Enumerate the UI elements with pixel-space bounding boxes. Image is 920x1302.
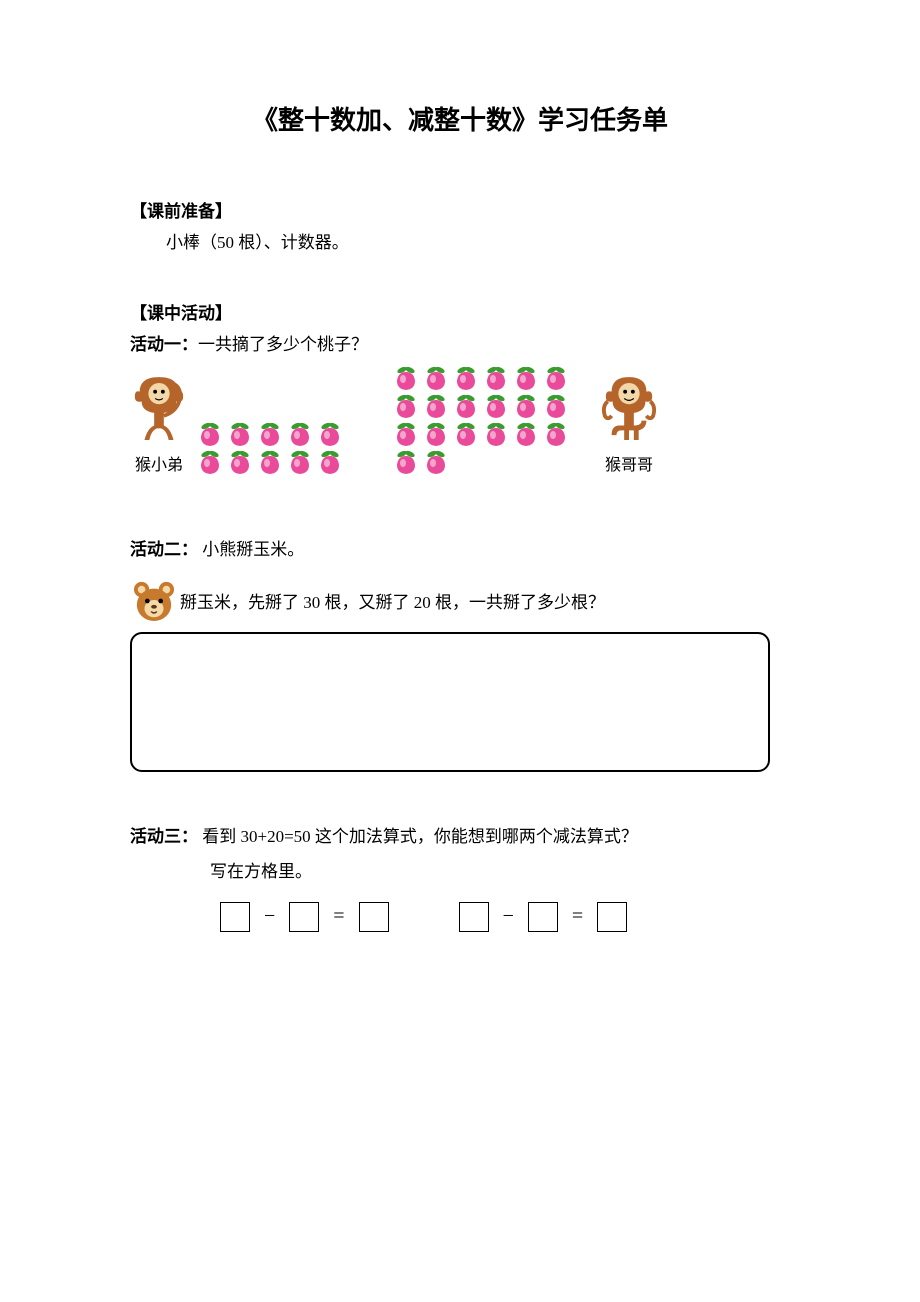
peach-icon [542, 393, 570, 419]
peach-icon [422, 449, 450, 475]
peach-icon [542, 421, 570, 447]
activity2-label: 活动二： [130, 540, 198, 559]
bear-icon [130, 580, 178, 622]
activity1-scene: 猴小弟 猴哥哥 [130, 365, 790, 475]
peach-icon [452, 421, 480, 447]
peach-icon [422, 393, 450, 419]
activity2-title: 小熊掰玉米。 [198, 540, 304, 559]
equation2-box1[interactable] [459, 902, 489, 932]
peach-icon [482, 421, 510, 447]
activity2-answer-box[interactable] [130, 632, 770, 772]
peach-icon [196, 449, 224, 475]
equation2-box2[interactable] [528, 902, 558, 932]
left-monkey-block: 猴小弟 [130, 371, 188, 475]
peach-group-right [392, 365, 592, 475]
prep-header: 【课前准备】 [130, 197, 790, 222]
peach-icon [512, 421, 540, 447]
activity3-question: 看到 30+20=50 这个加法算式，你能想到哪两个减法算式？ [198, 827, 638, 846]
peach-icon [256, 421, 284, 447]
equation2-box3[interactable] [597, 902, 627, 932]
peach-icon [422, 365, 450, 391]
monkey-right-icon [600, 371, 658, 451]
peach-icon [392, 449, 420, 475]
activity3-line2: 写在方格里。 [210, 857, 790, 882]
peach-icon [256, 449, 284, 475]
peach-icon [512, 365, 540, 391]
prep-text: 小棒（50 根）、计数器。 [166, 228, 790, 259]
activity2-sentence-line: 掰玉米，先掰了 30 根，又掰了 20 根，一共掰了多少根？ [130, 580, 790, 622]
peach-icon [392, 393, 420, 419]
activity2-line: 活动二： 小熊掰玉米。 [130, 535, 790, 560]
equals-sign-2: = [572, 905, 583, 928]
right-monkey-label: 猴哥哥 [605, 451, 653, 475]
activity1-label: 活动一： [130, 335, 198, 354]
peach-icon [316, 449, 344, 475]
activity1-line: 活动一：一共摘了多少个桃子？ [130, 330, 790, 355]
activities-section: 【课中活动】 活动一：一共摘了多少个桃子？ 猴小弟 [130, 299, 790, 932]
peach-icon [316, 421, 344, 447]
peach-icon [452, 365, 480, 391]
equals-sign-1: = [333, 905, 344, 928]
peach-group-left [196, 421, 346, 475]
activities-header: 【课中活动】 [130, 299, 790, 324]
peach-icon [196, 421, 224, 447]
equation1-box2[interactable] [289, 902, 319, 932]
prep-section: 【课前准备】 小棒（50 根）、计数器。 [130, 197, 790, 259]
peach-icon [392, 421, 420, 447]
peach-icon [226, 449, 254, 475]
page-title: 《整十数加、减整十数》学习任务单 [130, 100, 790, 137]
peach-icon [286, 421, 314, 447]
activity3-label: 活动三： [130, 827, 198, 846]
peach-icon [452, 393, 480, 419]
minus-sign-1: − [264, 905, 275, 928]
peach-icon [226, 421, 254, 447]
peach-icon [422, 421, 450, 447]
equation1-box1[interactable] [220, 902, 250, 932]
activity1-question: 一共摘了多少个桃子？ [198, 335, 368, 354]
monkey-left-icon [130, 371, 188, 451]
right-monkey-block: 猴哥哥 [600, 371, 658, 475]
minus-sign-2: − [503, 905, 514, 928]
activity2-sentence: 掰玉米，先掰了 30 根，又掰了 20 根，一共掰了多少根？ [180, 588, 605, 613]
peach-icon [542, 365, 570, 391]
peach-icon [286, 449, 314, 475]
equation-row: − = − = [220, 902, 790, 932]
left-monkey-label: 猴小弟 [135, 451, 183, 475]
equation1-box3[interactable] [359, 902, 389, 932]
peach-icon [392, 365, 420, 391]
activity3-line: 活动三： 看到 30+20=50 这个加法算式，你能想到哪两个减法算式？ [130, 822, 790, 847]
peach-icon [482, 393, 510, 419]
peach-icon [512, 393, 540, 419]
peach-icon [482, 365, 510, 391]
